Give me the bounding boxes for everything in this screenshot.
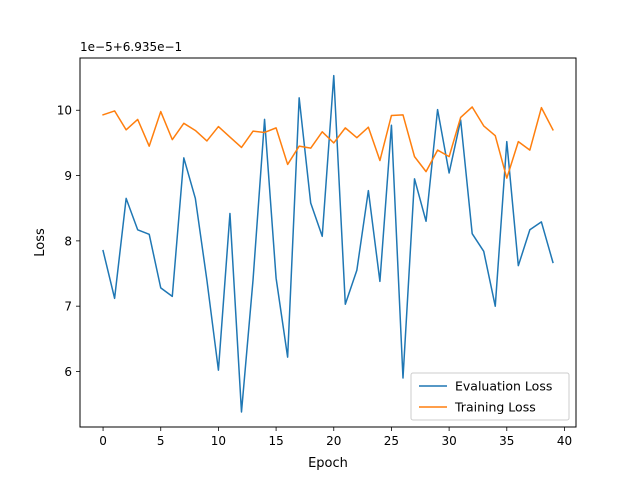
- x-tick-label: 20: [326, 434, 341, 448]
- x-tick-label: 0: [99, 434, 107, 448]
- x-axis: 0 5 10 15 20 25 30 35 40: [99, 427, 572, 448]
- y-axis-label: Loss: [33, 228, 48, 257]
- series-line-evaluation-loss: [102, 74, 554, 413]
- y-tick-label: 9: [64, 169, 72, 183]
- x-tick-label: 25: [384, 434, 399, 448]
- plot-lines: [102, 74, 554, 413]
- plot-frame: [79, 57, 577, 428]
- legend-label-training-loss: Training Loss: [454, 400, 536, 415]
- y-tick-label: 7: [64, 300, 72, 314]
- x-tick-label: 30: [441, 434, 456, 448]
- legend-label-evaluation-loss: Evaluation Loss: [455, 379, 552, 394]
- y-tick-label: 10: [57, 104, 72, 118]
- offset-label: 1e−5+6.935e−1: [80, 40, 182, 54]
- y-tick-label: 6: [64, 365, 72, 379]
- x-axis-label: Epoch: [308, 456, 348, 471]
- series-line-training-loss: [102, 106, 554, 179]
- legend: Evaluation Loss Training Loss: [410, 372, 570, 421]
- x-tick-label: 35: [499, 434, 514, 448]
- x-tick-label: 10: [211, 434, 226, 448]
- y-axis: 6 7 8 9 10: [57, 104, 80, 379]
- x-tick-label: 5: [157, 434, 165, 448]
- legend-box: [410, 372, 570, 421]
- x-tick-label: 40: [557, 434, 572, 448]
- y-tick-label: 8: [64, 234, 72, 248]
- x-tick-label: 15: [268, 434, 283, 448]
